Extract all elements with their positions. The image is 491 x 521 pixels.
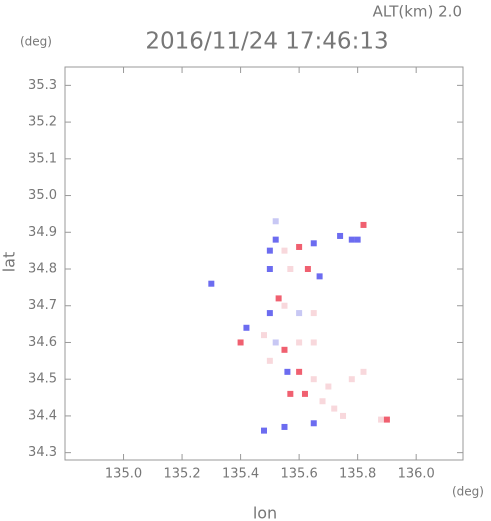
echo-point: [331, 405, 338, 412]
echo-point: [301, 390, 308, 397]
y-tick-label: 35.0: [28, 188, 57, 203]
y-tick-label: 34.8: [28, 262, 57, 277]
y-tick-label: 34.6: [28, 335, 57, 350]
y-tick-label: 34.5: [28, 372, 57, 387]
y-tick-label: 34.9: [28, 225, 57, 240]
echo-point: [287, 390, 294, 397]
echo-point: [310, 240, 317, 247]
echo-point: [310, 420, 317, 427]
echo-point: [261, 427, 267, 434]
echo-point: [348, 236, 355, 243]
echo-point: [281, 302, 288, 309]
echo-point: [340, 412, 347, 419]
echo-point: [266, 247, 273, 254]
x-tick-label: 135.2: [163, 467, 200, 482]
y-unit: (deg): [20, 35, 52, 49]
echo-point: [287, 266, 294, 273]
echo-point: [281, 423, 288, 430]
y-tick-label: 34.3: [28, 445, 57, 460]
echo-point: [284, 368, 291, 375]
echo-point: [319, 398, 326, 405]
echo-point: [261, 332, 267, 339]
echo-point: [296, 310, 303, 317]
altitude-label: ALT(km) 2.0: [373, 3, 462, 21]
echo-point: [266, 310, 273, 317]
echo-point: [281, 346, 288, 353]
x-tick-label: 135.8: [339, 467, 376, 482]
echo-point: [272, 218, 279, 225]
echo-point: [316, 273, 323, 280]
chart-title: 2016/11/24 17:46:13: [145, 29, 388, 55]
echo-point: [310, 339, 317, 346]
echo-point: [304, 266, 311, 273]
y-tick-label: 34.7: [28, 298, 57, 313]
echo-point: [310, 310, 317, 317]
echo-point: [272, 339, 279, 346]
echo-point: [272, 236, 279, 243]
echo-point: [354, 236, 361, 243]
echo-point: [296, 243, 303, 250]
echo-point: [360, 221, 367, 228]
echo-point: [296, 368, 303, 375]
echo-point: [337, 232, 344, 239]
x-tick-label: 136.0: [398, 467, 435, 482]
echo-point: [243, 324, 250, 331]
echo-point: [348, 376, 355, 383]
echo-point: [237, 339, 244, 346]
echo-point: [360, 368, 367, 375]
plot-frame: [64, 66, 464, 461]
echo-point: [383, 416, 390, 423]
x-unit: (deg): [452, 485, 484, 499]
echo-point: [266, 357, 273, 364]
x-tick-label: 135.6: [281, 467, 318, 482]
echo-point: [378, 416, 385, 423]
echo-point: [266, 266, 273, 273]
x-tick-label: 135.0: [105, 467, 142, 482]
y-tick-label: 35.3: [28, 78, 57, 93]
y-tick-label: 35.2: [28, 115, 57, 130]
echo-point: [208, 280, 215, 287]
echo-point: [296, 339, 303, 346]
x-axis-label: lon: [253, 504, 277, 521]
y-tick-label: 34.4: [28, 408, 57, 423]
echo-point: [275, 295, 282, 302]
echo-point: [325, 383, 332, 390]
y-axis-label: lat: [0, 252, 19, 273]
echo-point: [310, 376, 317, 383]
y-tick-label: 35.1: [28, 151, 57, 166]
echo-point: [281, 247, 288, 254]
x-tick-label: 135.4: [222, 467, 259, 482]
